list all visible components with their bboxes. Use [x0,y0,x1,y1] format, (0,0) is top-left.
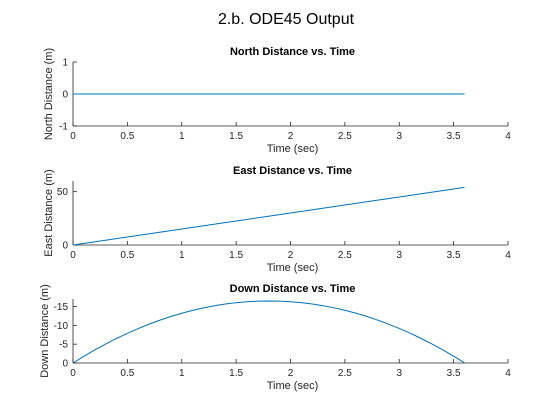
east-x-tick-label: 4 [505,250,511,261]
down-x-label: Time (sec) [267,380,319,392]
north-x-label: Time (sec) [267,143,319,155]
east-y-tick-label: 0 [62,241,68,252]
north-x-tick-label: 3.5 [447,131,461,142]
north-x-tick-label: 0 [70,131,76,142]
east-y-tick-label: 50 [57,187,69,198]
down-title: Down Distance vs. Time [230,283,356,295]
down-x-tick-label: 1.5 [229,368,243,379]
down-x-tick-label: 0.5 [120,368,134,379]
north-x-tick-label: 4 [505,131,511,142]
north-x-tick-label: 0.5 [120,131,134,142]
north-x-tick-label: 1.5 [229,131,243,142]
down-x-tick-label: 3 [396,368,402,379]
down-y-tick-label: -10 [54,321,69,332]
down-x-tick-label: 1 [179,368,185,379]
east-x-tick-label: 1 [179,250,185,261]
east-x-tick-label: 2.5 [338,250,352,261]
down-x-tick-label: 2 [288,368,294,379]
east-x-tick-label: 1.5 [229,250,243,261]
east-x-tick-label: 0.5 [120,250,134,261]
subplot-east: 0 0.5 1 1.5 2 2.5 3 3.5 4 0 50 East Distance vs. Ti… [43,165,511,274]
north-x-tick-label: 2.5 [338,131,352,142]
down-y-label: Down Distance (m) [39,284,51,378]
east-x-tick-label: 2 [288,250,294,261]
east-x-tick-label: 0 [70,250,76,261]
down-x-tick-label: 4 [505,368,511,379]
down-y-tick-label: -5 [59,340,68,351]
down-x-tick-label: 0 [70,368,76,379]
north-x-tick-label: 3 [396,131,402,142]
down-y-tick-label: -15 [54,302,69,313]
north-y-tick-label: -1 [59,122,68,133]
east-y-label: East Distance (m) [43,169,55,256]
down-x-tick-label: 3.5 [447,368,461,379]
north-y-label: North Distance (m) [43,48,55,140]
down-y-tick-label: 0 [62,359,68,370]
east-series-line [72,186,465,246]
east-title: East Distance vs. Time [233,165,352,177]
north-y-tick-label: 1 [62,58,68,69]
down-x-tick-label: 2.5 [338,368,352,379]
east-x-label: Time (sec) [267,262,319,274]
north-y-tick-label: 0 [62,90,68,101]
north-title: North Distance vs. Time [230,46,355,58]
down-series-line [72,300,465,364]
east-x-tick-label: 3 [396,250,402,261]
east-x-tick-label: 3.5 [447,250,461,261]
north-x-tick-label: 1 [179,131,185,142]
figure-title: 2.b. ODE45 Output [218,11,355,28]
north-x-tick-label: 2 [288,131,294,142]
